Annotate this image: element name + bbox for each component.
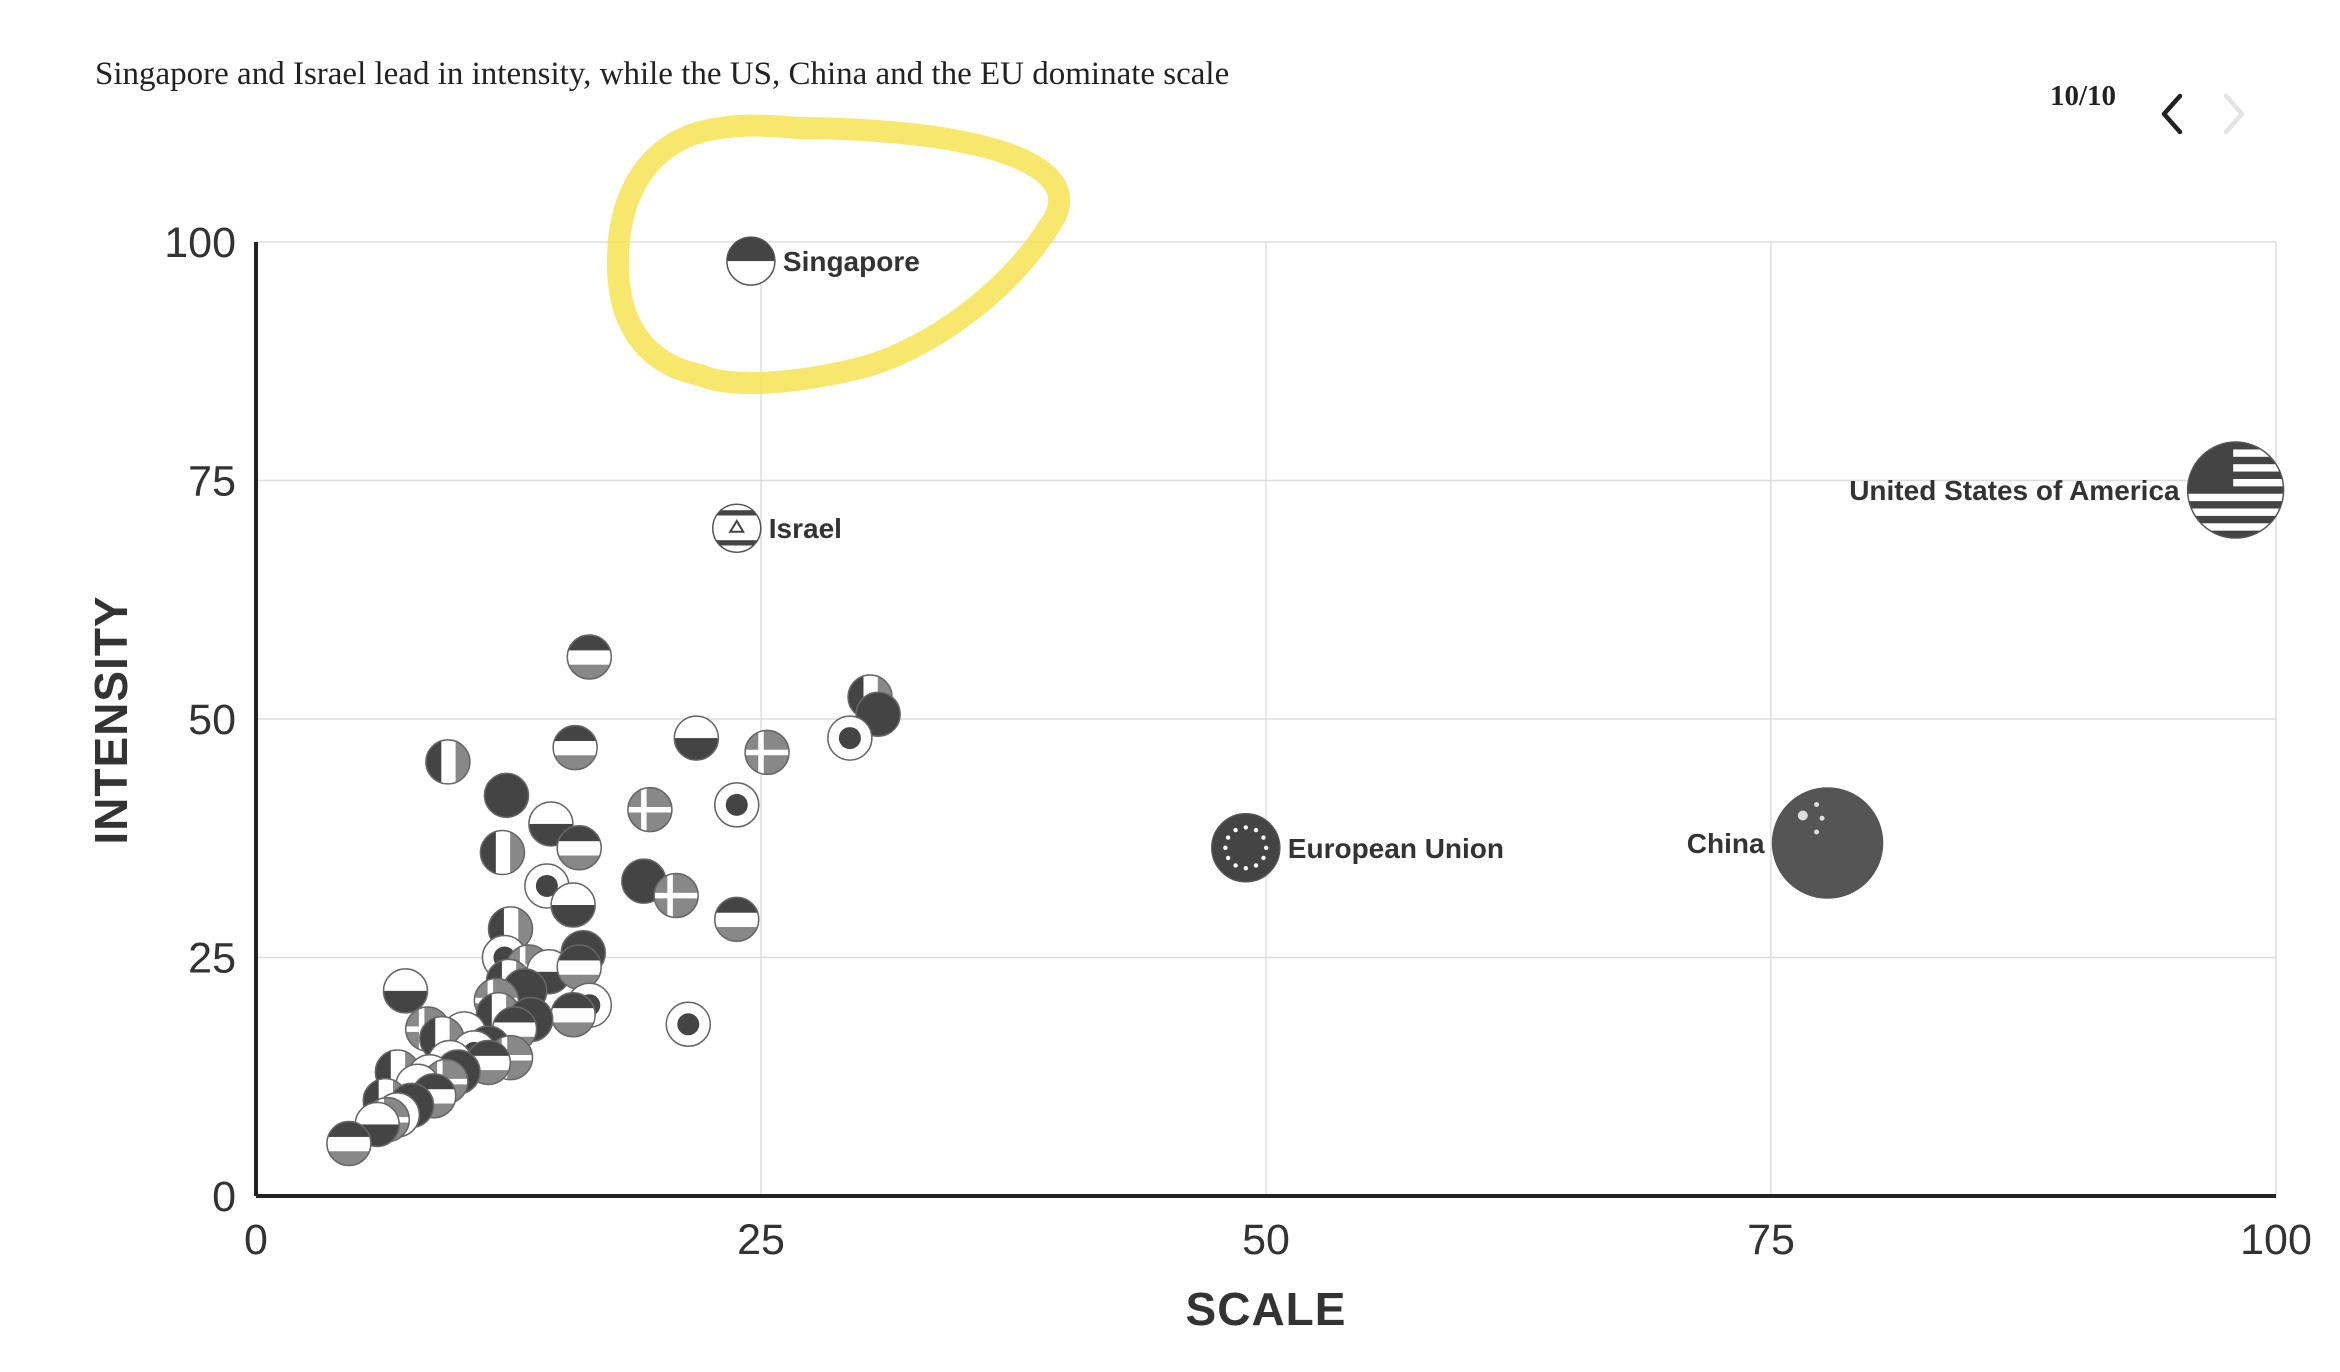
data-point-china[interactable]: China	[1687, 787, 1884, 899]
tick-labels: 0 25 50 75 100 0 25 50 75 100	[164, 219, 2312, 1264]
x-tick-label: 100	[2240, 1216, 2312, 1264]
highlight-annotation	[606, 114, 1071, 395]
data-point[interactable]	[465, 1039, 512, 1086]
y-tick-label: 25	[188, 935, 236, 983]
data-point[interactable]	[550, 991, 596, 1038]
data-point[interactable]	[665, 1001, 712, 1048]
chart-title: Singapore and Israel lead in intensity, …	[95, 56, 1230, 92]
previous-button[interactable]	[2150, 88, 2194, 140]
data-point[interactable]	[673, 715, 720, 761]
data-point[interactable]	[382, 968, 429, 1014]
chevron-left-icon	[2161, 93, 2183, 135]
y-tick-label: 100	[164, 219, 236, 267]
data-point[interactable]	[744, 729, 790, 776]
page-indicator: 10/10	[2050, 80, 2117, 112]
highlight-circle	[606, 114, 1071, 395]
data-point[interactable]	[483, 772, 530, 819]
chevron-right-icon	[2223, 93, 2245, 135]
y-tick-label: 0	[212, 1173, 236, 1221]
point-label: European Union	[1288, 833, 1504, 864]
axes	[254, 242, 2276, 1198]
point-label: Israel	[769, 513, 842, 544]
data-point[interactable]	[621, 858, 667, 904]
data-point-european-union[interactable]: European Union	[1211, 813, 1504, 883]
labeled-points: Singapore Israel United States of America E…	[712, 236, 2285, 899]
data-point-united-states-of-america[interactable]: United States of America	[1849, 441, 2285, 539]
x-tick-label: 25	[737, 1216, 785, 1264]
data-point[interactable]	[714, 782, 760, 828]
data-point[interactable]	[550, 882, 596, 928]
x-tick-label: 75	[1747, 1216, 1795, 1264]
data-point[interactable]	[326, 1120, 372, 1167]
x-tick-label: 0	[244, 1216, 268, 1264]
data-point[interactable]	[552, 724, 598, 771]
grid-lines	[256, 241, 2277, 1196]
point-label: Singapore	[783, 246, 920, 277]
y-axis-title: INTENSITY	[85, 595, 137, 844]
data-point[interactable]	[556, 825, 602, 871]
next-button[interactable]	[2212, 88, 2256, 140]
data-points	[326, 634, 901, 1167]
y-tick-label: 75	[188, 458, 236, 506]
point-label: China	[1687, 828, 1765, 859]
data-point[interactable]	[653, 872, 699, 919]
data-point[interactable]	[566, 634, 613, 680]
x-axis-title: SCALE	[1186, 1283, 1347, 1335]
data-point-israel[interactable]: Israel	[712, 503, 842, 553]
data-point[interactable]	[425, 739, 471, 785]
data-point[interactable]	[714, 896, 760, 943]
data-point-singapore[interactable]: Singapore	[726, 236, 920, 286]
point-label: United States of America	[1849, 475, 2180, 506]
data-point[interactable]	[627, 786, 673, 833]
data-point[interactable]	[827, 715, 873, 761]
x-tick-label: 50	[1242, 1216, 1290, 1264]
y-tick-label: 50	[188, 696, 236, 744]
data-point[interactable]	[479, 829, 526, 876]
